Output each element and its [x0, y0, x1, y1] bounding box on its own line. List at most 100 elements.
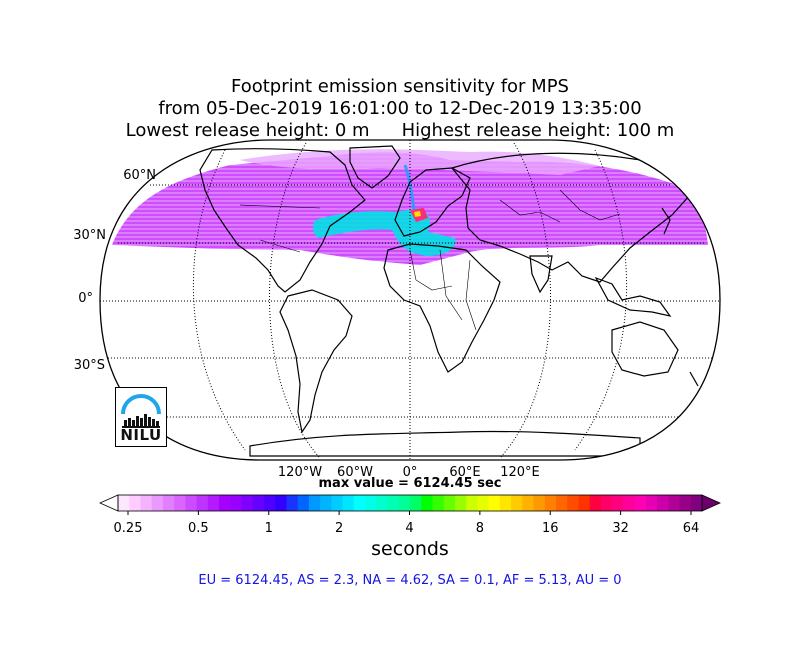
colorbar: 0.25 0.5 1 2 4 8 16 32 64: [99, 494, 721, 536]
colorbar-bin: [645, 495, 658, 511]
colorbar-bin: [252, 495, 265, 511]
globe-outline: [99, 139, 721, 461]
colorbar-bin: [162, 495, 175, 511]
logo-graphic: [121, 394, 161, 428]
lat-label-60n: 60°N: [123, 168, 156, 183]
colorbar-tick-label: 8: [476, 521, 484, 536]
sensitivity-streak: [403, 164, 416, 211]
india: [529, 255, 553, 294]
colorbar-over-arrow: [701, 494, 721, 512]
colorbar-bin: [533, 495, 546, 511]
colorbar-under-arrow: [99, 494, 119, 512]
colorbar-tick-label: 32: [612, 521, 629, 536]
graticule: [100, 140, 720, 460]
colorbar-tick-label: 0.5: [188, 521, 209, 536]
colorbar-tick-label: 0.25: [114, 521, 143, 536]
lat-label-30n: 30°N: [73, 228, 106, 243]
colorbar-bin: [129, 495, 142, 511]
australia: [611, 321, 679, 377]
colorbar-bin: [151, 495, 164, 511]
nilu-logo: NILU: [115, 387, 167, 447]
colorbar-bin: [185, 495, 198, 511]
colorbar-bin: [320, 495, 332, 511]
colorbar-bin: [264, 495, 276, 511]
japan: [661, 207, 671, 235]
colorbar-bin: [499, 495, 512, 511]
max-value: max value = 6124.45 sec: [318, 476, 502, 491]
sensitivity-peak-core: [414, 211, 421, 217]
colorbar-tick-label: 64: [683, 521, 700, 536]
colorbar-bin: [398, 495, 411, 511]
colorbar-tick-label: 2: [335, 521, 343, 536]
colorbar-tick-label: 1: [265, 521, 273, 536]
region-summary: EU = 6124.45, AS = 2.3, NA = 4.62, SA = …: [198, 573, 622, 588]
colorbar-bin: [679, 495, 692, 511]
colorbar-bin: [690, 495, 703, 511]
colorbar-bin: [308, 495, 321, 511]
lon-label-60w: 60°W: [337, 465, 373, 480]
lon-label-0: 0°: [403, 465, 418, 480]
lon-label-60e: 60°E: [449, 465, 480, 480]
colorbar-bin: [174, 495, 186, 511]
colorbar-bin: [522, 495, 535, 511]
colorbar-bin: [241, 495, 254, 511]
colorbar-bin: [353, 495, 366, 511]
colorbar-bin: [118, 495, 130, 511]
colorbar-bin: [589, 495, 602, 511]
colorbar-bin: [410, 495, 422, 511]
colorbar-bin: [567, 495, 580, 511]
antarctica: [249, 430, 641, 457]
lowest-release-height: Lowest release height: 0 m: [125, 120, 370, 141]
colorbar-bin: [275, 495, 288, 511]
colorbar-bin: [668, 495, 681, 511]
colorbar-bin: [196, 495, 209, 511]
colorbar-bin: [657, 495, 669, 511]
europe: [394, 167, 471, 237]
colorbar-bins: [118, 495, 703, 511]
colorbar-bin: [488, 495, 501, 511]
lat-label-30s: 30°S: [74, 358, 105, 373]
colorbar-bin: [286, 495, 299, 511]
colorbar-bin: [387, 495, 400, 511]
south-america: [279, 289, 353, 434]
colorbar-bin: [297, 495, 310, 511]
colorbar-bin: [342, 495, 355, 511]
sensitivity-field: [112, 152, 708, 265]
lat-label-0: 0°: [78, 291, 93, 306]
lon-label-120e: 120°E: [500, 465, 540, 480]
colorbar-bin: [578, 495, 591, 511]
greenland: [349, 145, 401, 189]
colorbar-bin: [376, 495, 389, 511]
colorbar-unit-label: seconds: [371, 538, 449, 560]
colorbar-tick-label: 4: [405, 521, 413, 536]
colorbar-bin: [600, 495, 613, 511]
colorbar-bin: [634, 495, 647, 511]
colorbar-bin: [432, 495, 445, 511]
north-america: [199, 148, 366, 293]
new-zealand: [689, 371, 699, 387]
colorbar-bin: [623, 495, 636, 511]
colorbar-bin: [466, 495, 478, 511]
colorbar-bin: [556, 495, 568, 511]
colorbar-ticks: 0.25 0.5 1 2 4 8 16 32 64: [114, 511, 700, 536]
colorbar-bin: [477, 495, 490, 511]
colorbar-bin: [365, 495, 377, 511]
southeast-asia: [594, 276, 672, 317]
lon-label-120w: 120°W: [278, 465, 322, 480]
colorbar-bin: [207, 495, 220, 511]
colorbar-bin: [140, 495, 153, 511]
colorbar-bin: [544, 495, 557, 511]
plot-title: Footprint emission sensitivity for MPS: [231, 76, 569, 97]
logo-text: NILU: [120, 426, 162, 444]
colorbar-bin: [219, 495, 231, 511]
country-borders: [239, 189, 621, 331]
colorbar-bin: [443, 495, 456, 511]
africa: [383, 243, 501, 373]
colorbar-bin: [331, 495, 344, 511]
colorbar-tick-label: 16: [542, 521, 559, 536]
colorbar-bin: [421, 495, 434, 511]
world-map: [100, 140, 720, 460]
time-range: from 05-Dec-2019 16:01:00 to 12-Dec-2019…: [158, 98, 642, 119]
colorbar-bin: [612, 495, 624, 511]
